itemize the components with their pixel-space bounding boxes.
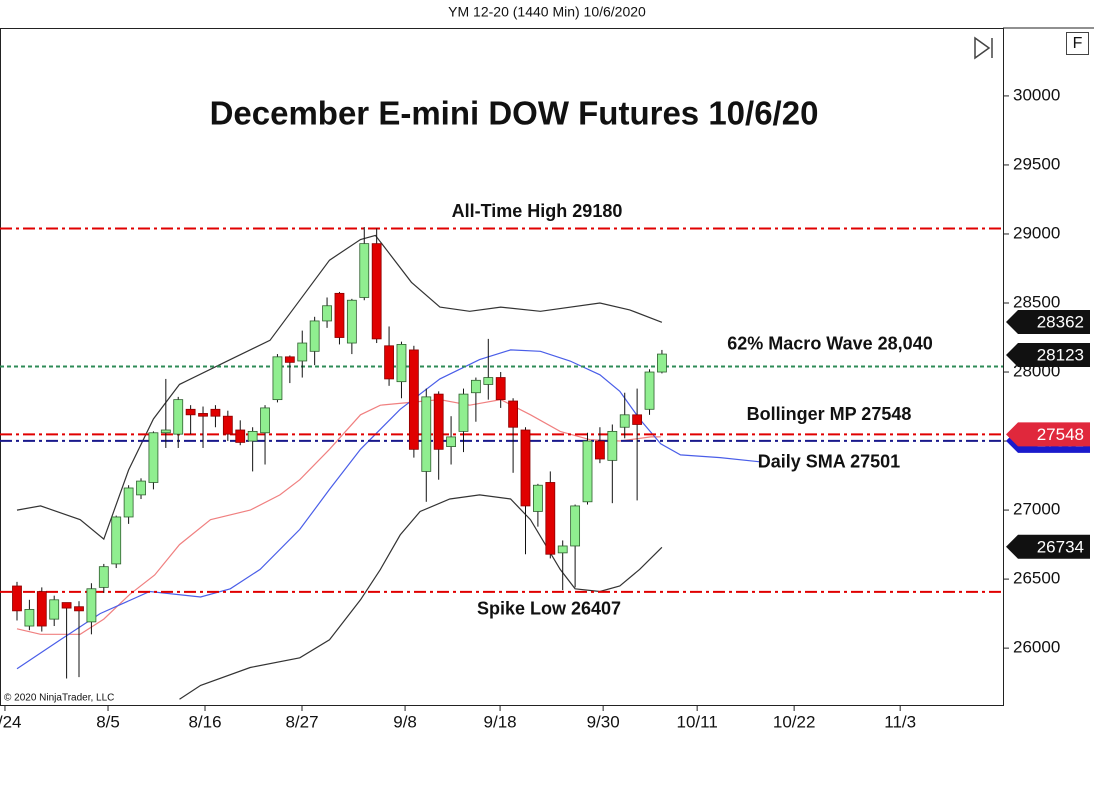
candle-body (36, 591, 47, 627)
candle-body (123, 487, 134, 518)
candle-body (198, 413, 208, 417)
candle-body (24, 609, 35, 627)
chart-title: December E-mini DOW Futures 10/6/20 (210, 95, 819, 132)
candle-body (74, 606, 84, 612)
x-tick-label: 8/5 (96, 712, 120, 731)
x-tick-label: 11/3 (884, 712, 916, 731)
candle-body (644, 371, 655, 410)
x-tick-label: 9/8 (393, 712, 417, 731)
candle-body (346, 299, 357, 344)
x-tick-label: 9/30 (587, 712, 620, 731)
candle-body (384, 345, 394, 380)
candle-body (533, 484, 543, 512)
price-marker-label: 27548 (1037, 425, 1084, 444)
candle-body (396, 344, 407, 383)
price-marker-label: 28123 (1037, 346, 1084, 365)
candle-body (408, 349, 419, 450)
indicator-line (16, 398, 661, 635)
candle-body (222, 415, 233, 435)
y-tick-label: 26500 (1013, 569, 1060, 588)
candle-body (235, 429, 246, 443)
price-marker (1006, 422, 1090, 447)
candle-body (160, 429, 171, 434)
header: YM 12-20 (1440 Min) 10/6/2020 (448, 4, 646, 20)
candle-body (557, 545, 568, 554)
candle-body (136, 480, 146, 496)
price-marker-label: 28362 (1037, 313, 1084, 332)
indicator-line (16, 234, 663, 541)
y-tick-label: 30000 (1013, 85, 1060, 104)
play-icon[interactable] (974, 36, 993, 60)
candle-body (334, 292, 345, 338)
candle-body (185, 408, 196, 416)
candle-body (86, 588, 97, 623)
candle-body (632, 414, 643, 425)
x-tick-label: 10/11 (677, 712, 718, 731)
candle-body (446, 436, 456, 447)
candle-body (433, 393, 444, 450)
y-tick-label: 28500 (1013, 292, 1060, 311)
y-tick-label: 27000 (1013, 500, 1060, 519)
candle-body (49, 599, 60, 620)
candle-body (595, 440, 605, 460)
candle-body (111, 516, 122, 565)
candle-body (483, 377, 494, 385)
candle-body (607, 430, 618, 461)
panel-button-label[interactable]: F (1073, 35, 1083, 52)
candle-body (520, 429, 531, 507)
level-label: Spike Low 26407 (477, 599, 621, 619)
level-label: All-Time High 29180 (452, 201, 623, 221)
level-label: Daily SMA 27501 (758, 452, 900, 472)
level-label: Bollinger MP 27548 (747, 404, 912, 424)
candle-body (371, 243, 382, 340)
candle-body (61, 602, 72, 609)
candle-body (173, 399, 184, 435)
x-tick-label: 8/16 (188, 712, 221, 731)
candle-body (284, 356, 295, 363)
candle-body (470, 379, 481, 394)
level-label: 62% Macro Wave 28,040 (727, 333, 932, 353)
panel-button[interactable] (1066, 32, 1089, 55)
overlay: 2600026500270002750028000285002900029500… (0, 85, 1090, 731)
plot-area (0, 227, 1003, 700)
candle-body (12, 585, 22, 612)
x-tick-label: 9/18 (484, 712, 517, 731)
candle-body (98, 566, 109, 588)
price-marker (1006, 534, 1090, 559)
price-marker (1006, 343, 1090, 368)
candle-body (359, 243, 370, 298)
candle-body (508, 400, 518, 428)
price-marker-label: 26734 (1037, 537, 1084, 556)
candle-body (297, 342, 308, 362)
x-tick-label: 10/22 (773, 712, 816, 731)
candle-body (657, 353, 667, 373)
candle-body (260, 407, 270, 434)
price-marker (1006, 310, 1090, 335)
candle-body (545, 482, 556, 555)
candle-body (495, 377, 506, 401)
candle-body (210, 408, 221, 417)
y-tick-label: 29000 (1013, 223, 1060, 242)
candle-body (619, 414, 630, 428)
x-tick-label: 8/27 (285, 712, 318, 731)
candle-body (570, 505, 581, 547)
candle-body (148, 432, 159, 483)
candle-body (247, 430, 258, 442)
candle-body (421, 396, 432, 472)
candle-body (309, 320, 320, 352)
candle-body (322, 305, 332, 322)
candle-body (582, 440, 593, 503)
x-tick-label: 7/24 (0, 712, 22, 731)
play-triangle[interactable] (974, 36, 991, 60)
candle-body (272, 356, 283, 401)
candle-body (458, 393, 469, 432)
y-tick-label: 29500 (1013, 154, 1060, 173)
y-tick-label: 26000 (1013, 638, 1060, 657)
copyright: © 2020 NinjaTrader, LLC (4, 693, 114, 704)
indicator-line (16, 349, 760, 670)
